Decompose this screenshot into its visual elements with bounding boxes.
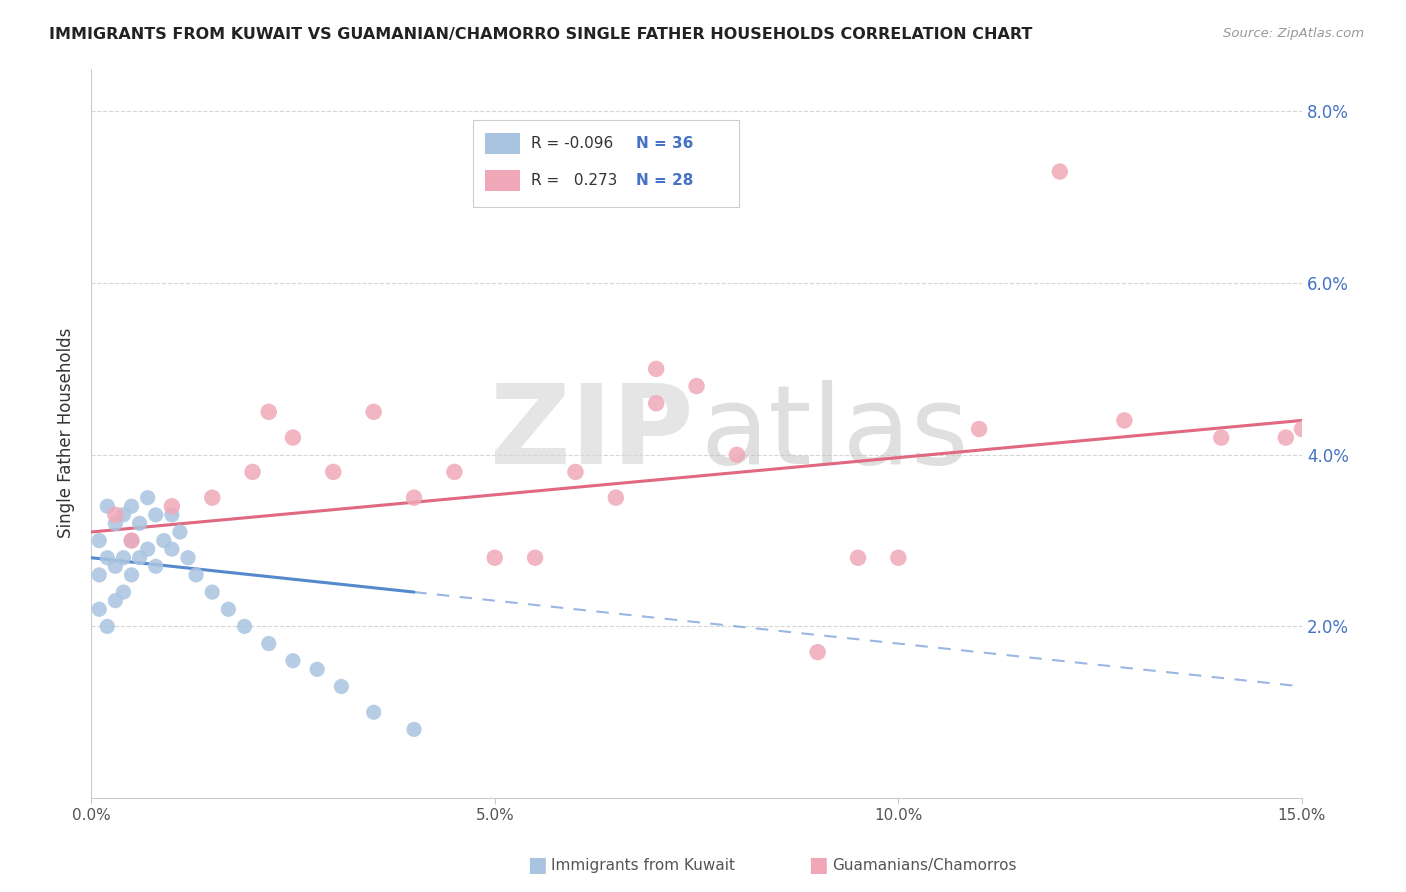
Point [160, 542, 183, 557]
Point [136, 491, 159, 505]
Text: N = 36: N = 36 [636, 136, 693, 151]
Point [184, 568, 207, 582]
FancyBboxPatch shape [472, 120, 740, 207]
Point [201, 585, 224, 599]
Point [169, 524, 191, 539]
Point [121, 533, 143, 548]
Point [887, 550, 910, 565]
Point [524, 550, 547, 565]
Point [104, 559, 127, 574]
Point [257, 636, 280, 650]
Point [281, 654, 304, 668]
Point [128, 516, 150, 531]
Point [605, 491, 627, 505]
Point [121, 568, 143, 582]
Point [322, 465, 344, 479]
Y-axis label: Single Father Households: Single Father Households [58, 328, 75, 539]
Point [402, 723, 425, 737]
Point [153, 533, 176, 548]
Point [1211, 431, 1233, 445]
Point [104, 516, 127, 531]
Point [967, 422, 990, 436]
Point [201, 491, 224, 505]
Text: ■: ■ [808, 855, 828, 875]
Point [257, 405, 280, 419]
Point [807, 645, 830, 659]
Point [846, 550, 869, 565]
Point [1291, 422, 1313, 436]
Point [685, 379, 707, 393]
Point [145, 559, 167, 574]
Point [89, 533, 111, 548]
Point [112, 550, 135, 565]
Text: ■: ■ [527, 855, 547, 875]
Point [330, 680, 353, 694]
Point [725, 448, 748, 462]
Text: IMMIGRANTS FROM KUWAIT VS GUAMANIAN/CHAMORRO SINGLE FATHER HOUSEHOLDS CORRELATIO: IMMIGRANTS FROM KUWAIT VS GUAMANIAN/CHAM… [49, 27, 1032, 42]
Point [96, 550, 118, 565]
Point [363, 405, 385, 419]
Text: ZIP: ZIP [489, 380, 693, 487]
Point [104, 508, 127, 522]
Point [1049, 164, 1071, 178]
Point [128, 550, 150, 565]
Point [145, 508, 167, 522]
Point [160, 500, 183, 514]
Point [645, 396, 668, 410]
Text: N = 28: N = 28 [636, 173, 693, 187]
Text: Immigrants from Kuwait: Immigrants from Kuwait [551, 858, 735, 872]
Point [402, 491, 425, 505]
Point [96, 500, 118, 514]
Point [121, 500, 143, 514]
Point [112, 585, 135, 599]
Text: R = -0.096: R = -0.096 [530, 136, 613, 151]
Point [645, 362, 668, 376]
Point [177, 550, 200, 565]
Point [307, 662, 329, 676]
Point [1275, 431, 1298, 445]
Point [104, 593, 127, 607]
Text: R =   0.273: R = 0.273 [530, 173, 617, 187]
Point [160, 508, 183, 522]
Point [217, 602, 239, 616]
Text: Guamanians/Chamorros: Guamanians/Chamorros [832, 858, 1017, 872]
Point [443, 465, 465, 479]
Point [89, 602, 111, 616]
FancyBboxPatch shape [485, 133, 520, 154]
Point [242, 465, 264, 479]
Text: atlas: atlas [700, 380, 969, 487]
Point [564, 465, 586, 479]
Point [89, 568, 111, 582]
Point [233, 619, 256, 633]
Point [112, 508, 135, 522]
Text: Source: ZipAtlas.com: Source: ZipAtlas.com [1223, 27, 1364, 40]
Point [281, 431, 304, 445]
Point [363, 705, 385, 719]
Point [484, 550, 506, 565]
Point [136, 542, 159, 557]
Point [121, 533, 143, 548]
FancyBboxPatch shape [485, 169, 520, 191]
Point [1114, 413, 1136, 427]
Point [96, 619, 118, 633]
